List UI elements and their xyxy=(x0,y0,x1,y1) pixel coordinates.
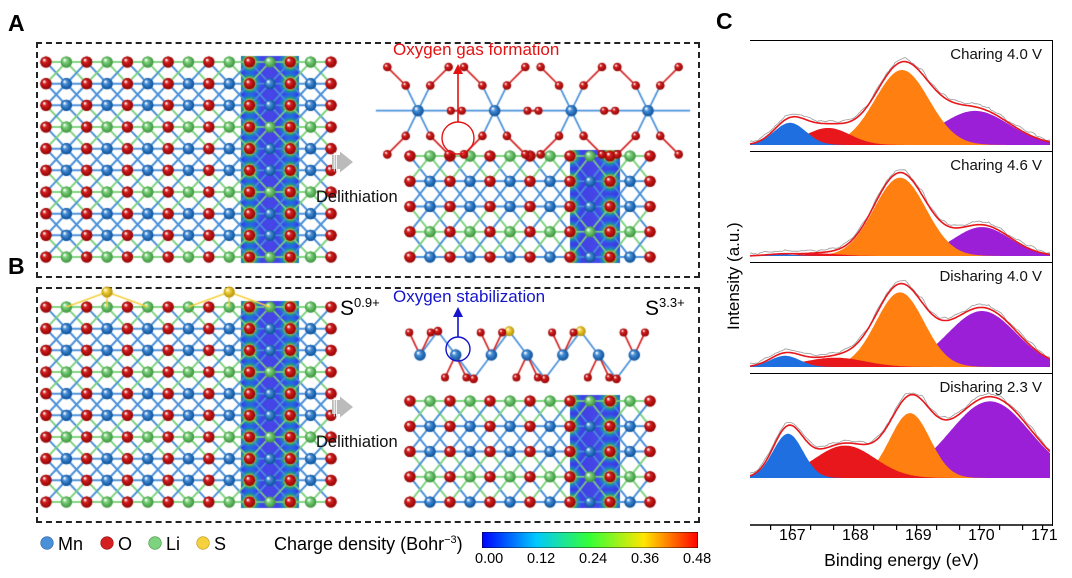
svg-text:Disharing 4.0 V: Disharing 4.0 V xyxy=(939,268,1042,285)
svg-text:Charing 4.6 V: Charing 4.6 V xyxy=(950,157,1042,174)
svg-text:Disharing 2.3 V: Disharing 2.3 V xyxy=(939,379,1042,396)
svg-text:Charing 4.0 V: Charing 4.0 V xyxy=(950,46,1042,63)
